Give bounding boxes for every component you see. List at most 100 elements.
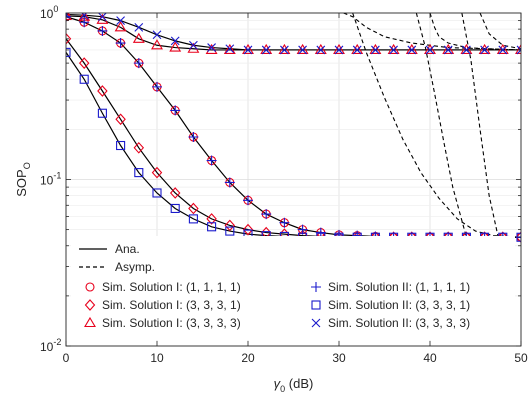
square-marker [207, 222, 217, 232]
diamond-marker [115, 113, 126, 126]
y-tick-base: 10 [40, 340, 54, 354]
legend-triangle-marker [84, 316, 96, 328]
asymptotic-curve-a3 [415, 13, 467, 238]
triangle-marker [66, 13, 72, 21]
x-marker [425, 45, 435, 55]
square-marker [134, 168, 144, 178]
y-tick-exponent: -1 [53, 171, 61, 181]
y-tick-base: 10 [40, 174, 54, 188]
legend-label: Sim. Solution II: (3, 3, 3, 3) [328, 316, 470, 330]
triangle-marker [296, 43, 309, 54]
x-marker [389, 45, 398, 55]
square-marker [116, 140, 126, 151]
triangle-marker [496, 43, 509, 54]
x-marker [207, 43, 216, 52]
legend-label: Sim. Solution I: (1, 1, 1, 1) [102, 280, 241, 294]
square-marker [188, 214, 198, 224]
plus-marker [279, 217, 290, 228]
diamond-marker [133, 141, 145, 154]
triangle-marker [114, 21, 127, 32]
x-marker [498, 45, 508, 55]
x-tick-label: 40 [423, 351, 437, 365]
x-marker [280, 45, 289, 55]
x-tick-label: 10 [150, 351, 164, 365]
x-axis-unit: (dB) [285, 376, 313, 391]
x-marker [371, 45, 380, 55]
x-marker [443, 45, 453, 55]
triangle-marker [515, 43, 521, 54]
legend-circle-marker [85, 282, 95, 292]
y-axis-label: SOPO [14, 162, 32, 196]
x-marker [134, 22, 144, 32]
legend-plus-marker [311, 282, 321, 292]
plus-marker [261, 209, 272, 220]
triangle-marker [460, 43, 473, 54]
triangle-marker [314, 43, 327, 54]
legend-label: Ana. [115, 242, 140, 256]
x-tick-label: 30 [332, 351, 346, 365]
x-marker [516, 45, 521, 55]
x-marker [480, 45, 489, 55]
diamond-marker [66, 32, 72, 45]
plus-marker [315, 227, 326, 238]
x-tick-label: 50 [514, 351, 528, 365]
triangle-marker [478, 43, 491, 54]
x-tick-label: 0 [63, 351, 70, 365]
x-marker [352, 45, 362, 55]
plus-marker [243, 195, 253, 206]
plus-marker [152, 81, 162, 92]
legend-diamond-marker [84, 299, 96, 311]
plus-marker [516, 232, 521, 243]
y-axis-main: SOP [14, 169, 29, 196]
triangle-marker [369, 43, 382, 54]
square-marker [152, 188, 162, 198]
asymptotic-curve-a1 [352, 13, 521, 238]
asymptotic-curve-a5 [461, 13, 499, 238]
triangle-marker [132, 32, 145, 43]
legend-label: Sim. Solution I: (3, 3, 3, 1) [102, 298, 241, 312]
square-marker [170, 203, 180, 214]
triangle-marker [442, 43, 455, 54]
x-marker [79, 13, 89, 20]
diamond-marker [188, 202, 199, 215]
x-marker [334, 45, 344, 55]
legend-square-marker [311, 300, 321, 310]
y-tick-label: 100 [40, 4, 58, 21]
x-marker [189, 40, 198, 50]
x-marker [170, 36, 180, 46]
x-marker [116, 16, 125, 26]
x-marker [407, 45, 417, 55]
plus-marker [188, 131, 199, 142]
y-tick-label: 10-2 [40, 337, 61, 354]
plus-marker [133, 58, 144, 69]
triangle-marker [278, 43, 291, 54]
diamond-marker [169, 187, 181, 199]
y-tick-base: 10 [40, 7, 54, 21]
diamond-marker [206, 213, 217, 225]
x-axis-subscript: 0 [280, 384, 285, 394]
plus-marker [224, 177, 235, 188]
triangle-marker [333, 43, 345, 54]
x-marker [98, 13, 107, 22]
legend-x-marker [311, 318, 321, 328]
legend: Ana. Asymp. Sim. Solution I: (1, 1, 1, 1) S… [71, 236, 515, 340]
x-marker [261, 45, 271, 55]
x-axis-label: γ0 (dB) [274, 376, 314, 394]
square-marker [97, 108, 107, 118]
triangle-marker [169, 41, 182, 52]
diamond-marker [242, 223, 254, 236]
legend-box [71, 236, 515, 340]
x-marker [243, 45, 253, 55]
x-axis-symbol: γ [274, 376, 282, 391]
diamond-marker [515, 231, 521, 244]
plus-marker [115, 38, 126, 49]
plus-marker [66, 13, 71, 22]
triangle-marker [242, 43, 254, 54]
diamond-marker [224, 219, 236, 232]
square-marker [66, 47, 71, 57]
plus-marker [206, 155, 217, 166]
plus-marker [97, 25, 108, 36]
y-tick-exponent: -2 [53, 337, 61, 347]
diamond-marker [78, 57, 90, 69]
triangle-marker [205, 43, 218, 54]
